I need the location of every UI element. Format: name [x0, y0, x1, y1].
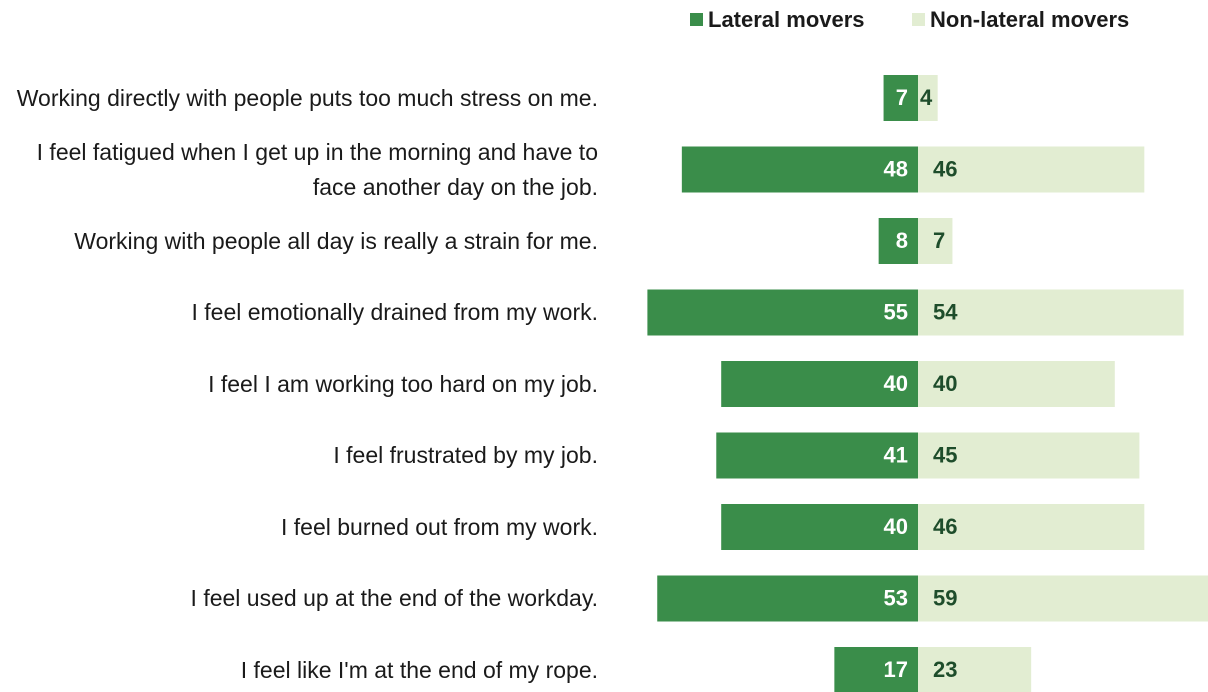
- value-label: 40: [884, 371, 908, 396]
- category-label: Working with people all day is really a …: [74, 227, 598, 254]
- bar: [918, 218, 953, 264]
- value-label: 46: [933, 514, 957, 539]
- bar: [834, 647, 918, 692]
- bar: [918, 575, 1208, 622]
- bar: [657, 575, 918, 622]
- bar: [918, 647, 1032, 692]
- category-label: I feel I am working too hard on my job.: [208, 370, 598, 397]
- value-label: 40: [933, 371, 957, 396]
- category-label: Working directly with people puts too mu…: [16, 84, 598, 111]
- value-label: 23: [933, 657, 957, 682]
- bar: [721, 504, 918, 550]
- bar: [918, 146, 1145, 193]
- category-label: I feel burned out from my work.: [280, 513, 598, 540]
- category-label: I feel emotionally drained from my work.: [191, 299, 599, 325]
- legend-label: Non-lateral movers: [930, 7, 1129, 32]
- value-label: 55: [884, 299, 908, 324]
- bar: [918, 432, 1140, 479]
- value-label: 4: [920, 85, 933, 110]
- value-label: 59: [933, 585, 957, 610]
- category-label: I feel like I'm at the end of my rope.: [240, 656, 598, 683]
- bar: [721, 361, 918, 407]
- value-label: 17: [884, 657, 908, 682]
- bar: [918, 361, 1115, 407]
- legend-swatch: [912, 13, 925, 26]
- value-label: 45: [933, 442, 957, 467]
- legend-swatch: [690, 13, 703, 26]
- value-label: 41: [884, 442, 908, 467]
- category-label: I feel frustrated by my job.: [333, 442, 598, 468]
- bar: [918, 289, 1184, 336]
- value-label: 40: [884, 514, 908, 539]
- bar: [647, 289, 918, 336]
- bar: [918, 75, 938, 121]
- value-label: 46: [933, 156, 957, 181]
- category-label: I feel fatigued when I get up in the mor…: [36, 138, 598, 200]
- bar: [878, 218, 918, 264]
- value-label: 7: [933, 228, 945, 253]
- value-label: 7: [896, 85, 908, 110]
- bar: [716, 432, 918, 479]
- value-label: 8: [896, 228, 908, 253]
- category-label: I feel used up at the end of the workday…: [190, 585, 598, 611]
- value-label: 53: [884, 585, 908, 610]
- value-label: 54: [933, 299, 958, 324]
- value-label: 48: [884, 156, 908, 181]
- bar: [918, 504, 1145, 550]
- bar: [681, 146, 918, 193]
- bar: [883, 75, 918, 121]
- legend-label: Lateral movers: [708, 7, 865, 32]
